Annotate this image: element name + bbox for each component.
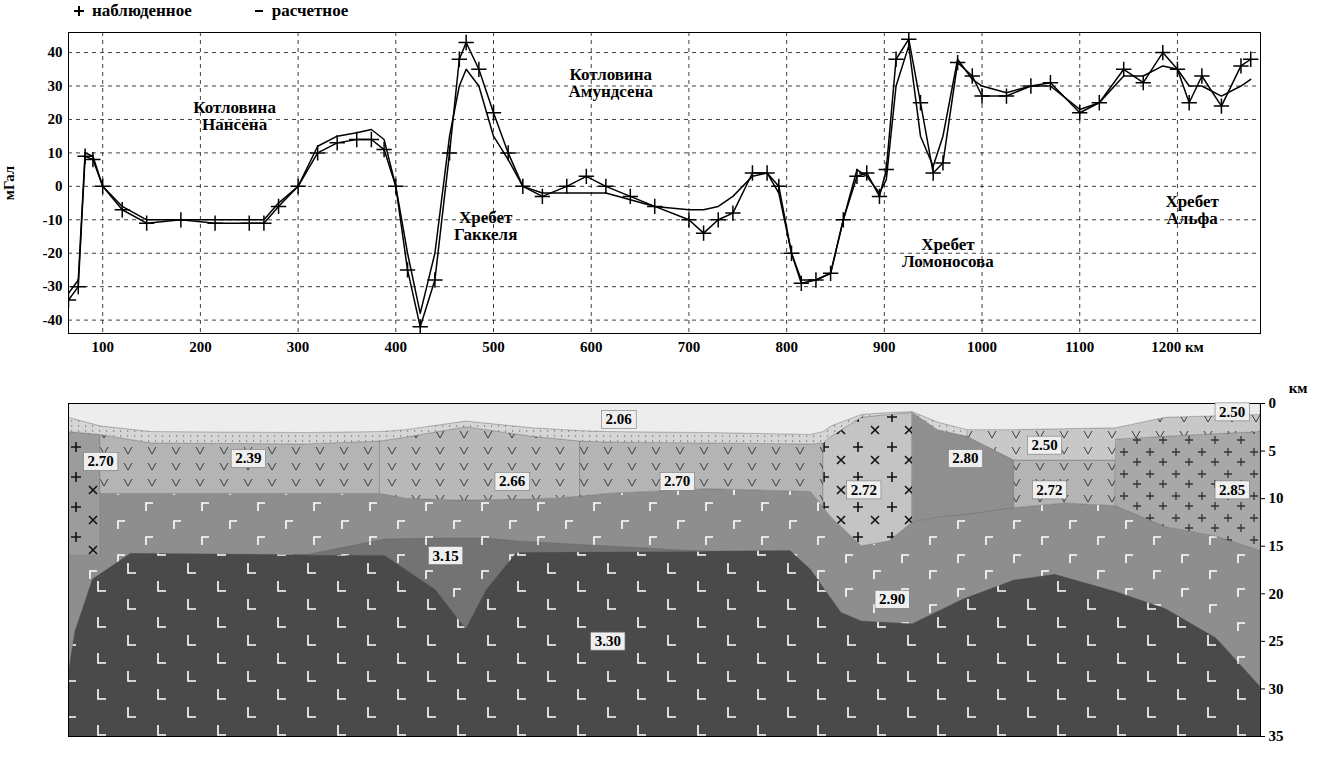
svg-text:300: 300 [287,339,310,355]
html-text:наблюденное: наблюденное [92,1,192,20]
svg-text:ХребетГаккеля: ХребетГаккеля [454,208,517,244]
svg-text:200: 200 [189,339,212,355]
svg-text:2.50: 2.50 [1031,437,1057,453]
svg-text:2.70: 2.70 [88,453,114,469]
svg-text:2.66: 2.66 [499,473,526,489]
svg-text:400: 400 [385,339,408,355]
svg-text:мГал: мГал [1,165,17,200]
svg-text:600: 600 [580,339,603,355]
svg-text:2.70: 2.70 [664,473,690,489]
html-text:расчетное: расчетное [271,1,349,20]
svg-text:2.72: 2.72 [1036,482,1062,498]
svg-text:25: 25 [1269,633,1284,649]
svg-text:20: 20 [1269,586,1284,602]
svg-text:2.06: 2.06 [605,411,632,427]
svg-text:0: 0 [1269,395,1277,411]
svg-text:10: 10 [1269,490,1284,506]
svg-text:км: км [1289,380,1308,396]
svg-text:ХребетАльфа: ХребетАльфа [1165,192,1219,228]
svg-text:20: 20 [48,111,63,127]
svg-text:2.85: 2.85 [1219,482,1245,498]
svg-text:2.50: 2.50 [1219,404,1245,420]
svg-text:30: 30 [48,78,63,94]
svg-text:1100: 1100 [1065,339,1094,355]
svg-text:15: 15 [1269,538,1284,554]
svg-text:0: 0 [55,178,63,194]
svg-text:-20: -20 [43,245,63,261]
svg-text:-40: -40 [43,312,63,328]
svg-text:1000: 1000 [967,339,997,355]
svg-text:3.15: 3.15 [433,548,459,564]
svg-text:900: 900 [873,339,896,355]
svg-text:1200 км: 1200 км [1151,339,1204,355]
svg-text:2.80: 2.80 [952,450,978,466]
svg-text:2.90: 2.90 [879,591,905,607]
svg-text:-10: -10 [43,212,63,228]
svg-text:5: 5 [1269,443,1277,459]
svg-text:3.30: 3.30 [595,633,621,649]
svg-text:100: 100 [91,339,114,355]
svg-text:30: 30 [1269,681,1284,697]
svg-text:35: 35 [1269,728,1284,744]
svg-text:40: 40 [48,44,63,60]
svg-text:КотловинаНансена: КотловинаНансена [193,98,276,134]
svg-text:700: 700 [678,339,701,355]
svg-text:2.72: 2.72 [851,482,877,498]
svg-text:-30: -30 [43,278,63,294]
svg-text:800: 800 [775,339,798,355]
svg-text:КотловинаАмундсена: КотловинаАмундсена [569,65,654,101]
svg-text:ХребетЛомоносова: ХребетЛомоносова [902,235,994,271]
svg-text:500: 500 [482,339,505,355]
svg-text:10: 10 [48,145,63,161]
svg-text:2.39: 2.39 [235,450,261,466]
